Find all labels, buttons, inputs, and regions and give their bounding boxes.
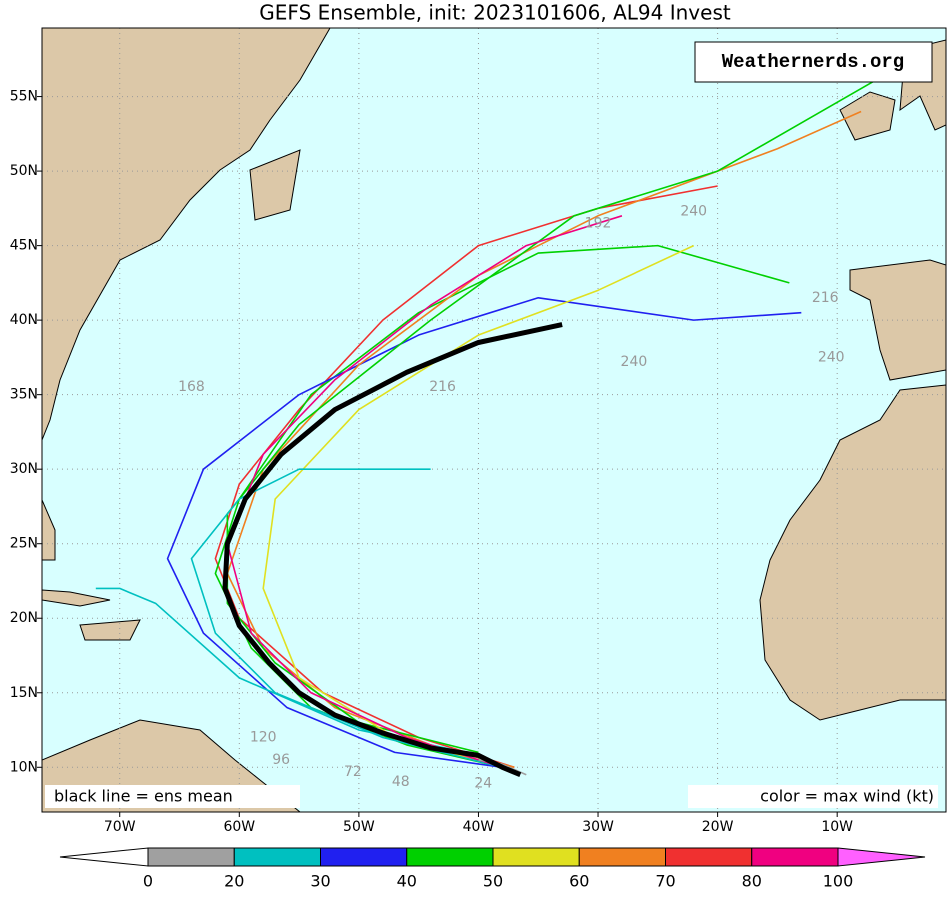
legend-left: black line = ens mean bbox=[54, 787, 233, 806]
colorbar-label: 100 bbox=[823, 872, 854, 891]
colorbar-segment bbox=[233, 847, 321, 867]
y-tick-label: 10N bbox=[10, 759, 38, 775]
y-tick-label: 50N bbox=[10, 163, 38, 179]
y-tick-label: 40N bbox=[10, 312, 38, 328]
legend-box bbox=[688, 785, 938, 808]
member-track bbox=[95, 587, 467, 754]
legend-box bbox=[45, 785, 300, 808]
y-tick-label: 25N bbox=[10, 536, 38, 552]
y-tick-label: 20N bbox=[10, 610, 38, 626]
colorbar-label: 40 bbox=[397, 872, 417, 891]
x-tick-label: 40W bbox=[463, 819, 495, 835]
member-track bbox=[190, 468, 503, 769]
member-track bbox=[166, 296, 802, 769]
colorbar-segment bbox=[320, 847, 408, 867]
colorbar-segment bbox=[147, 847, 235, 867]
x-tick-label: 30W bbox=[582, 819, 614, 835]
hour-label: 240 bbox=[680, 203, 707, 219]
hour-label: 240 bbox=[621, 354, 648, 370]
colorbar-label: 50 bbox=[483, 872, 503, 891]
frame bbox=[41, 27, 947, 813]
colorbar-under bbox=[59, 847, 149, 867]
colorbar-label: 60 bbox=[569, 872, 589, 891]
hour-label: 24 bbox=[474, 776, 492, 792]
colorbar-label: 20 bbox=[224, 872, 244, 891]
hour-label: 96 bbox=[272, 752, 290, 768]
y-tick-label: 45N bbox=[10, 238, 38, 254]
hour-label: 192 bbox=[585, 215, 612, 231]
colorbar-label: 0 bbox=[143, 872, 153, 891]
colorbar-segment bbox=[578, 847, 666, 867]
watermark: Weathernerds.org bbox=[722, 51, 904, 73]
member-track bbox=[214, 185, 718, 769]
y-tick-label: 35N bbox=[10, 387, 38, 403]
y-tick-label: 55N bbox=[10, 89, 38, 105]
colorbar-segment bbox=[665, 847, 753, 867]
title: GEFS Ensemble, init: 2023101606, AL94 In… bbox=[259, 1, 731, 25]
hour-label: 48 bbox=[392, 774, 410, 790]
colorbar-segment bbox=[406, 847, 494, 867]
colorbar-label: 30 bbox=[310, 872, 330, 891]
member-track bbox=[226, 80, 874, 754]
hour-label: 240 bbox=[818, 349, 845, 365]
colorbar-segment bbox=[492, 847, 580, 867]
x-tick-label: 60W bbox=[223, 819, 255, 835]
y-tick-label: 15N bbox=[10, 685, 38, 701]
legend-right: color = max wind (kt) bbox=[760, 787, 934, 806]
colorbar-label: 80 bbox=[742, 872, 762, 891]
colorbar-label: 70 bbox=[655, 872, 675, 891]
x-tick-label: 10W bbox=[821, 819, 853, 835]
hour-label: 216 bbox=[429, 379, 456, 395]
x-tick-label: 50W bbox=[343, 819, 375, 835]
watermark-box bbox=[694, 41, 933, 83]
hour-label: 216 bbox=[812, 290, 839, 306]
colorbar-segment bbox=[751, 847, 839, 867]
hour-label: 168 bbox=[178, 379, 205, 395]
y-tick-label: 30N bbox=[10, 461, 38, 477]
mean-track bbox=[222, 322, 563, 778]
x-tick-label: 20W bbox=[702, 819, 734, 835]
hour-label: 120 bbox=[250, 729, 277, 745]
hour-label: 72 bbox=[344, 764, 362, 780]
x-tick-label: 70W bbox=[104, 819, 136, 835]
colorbar-over bbox=[837, 847, 926, 867]
